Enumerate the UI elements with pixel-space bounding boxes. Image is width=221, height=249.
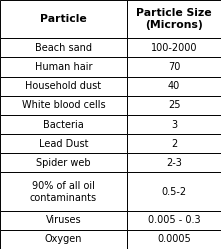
Text: 40: 40 [168, 81, 180, 91]
Text: Human hair: Human hair [35, 62, 92, 72]
Bar [127, 153, 221, 172]
Bar [0, 38, 127, 58]
Bar [127, 134, 221, 153]
Bar [127, 96, 221, 115]
Bar [127, 172, 221, 211]
Text: 25: 25 [168, 100, 180, 110]
Text: Bacteria: Bacteria [43, 120, 84, 129]
Bar [0, 153, 127, 172]
Bar [0, 134, 127, 153]
Text: 0.0005: 0.0005 [157, 234, 191, 245]
Text: Spider web: Spider web [36, 158, 91, 168]
Text: 0.5-2: 0.5-2 [162, 187, 187, 196]
Text: Viruses: Viruses [46, 215, 81, 225]
Bar [127, 58, 221, 77]
Bar [0, 0, 127, 38]
Bar [127, 77, 221, 96]
Bar [127, 115, 221, 134]
Text: 2: 2 [171, 139, 177, 149]
Text: White blood cells: White blood cells [22, 100, 105, 110]
Bar [0, 172, 127, 211]
Text: 0.005 - 0.3: 0.005 - 0.3 [148, 215, 200, 225]
Bar [127, 0, 221, 38]
Bar [0, 77, 127, 96]
Bar [127, 230, 221, 249]
Text: Beach sand: Beach sand [35, 43, 92, 53]
Text: 100-2000: 100-2000 [151, 43, 197, 53]
Text: Oxygen: Oxygen [45, 234, 82, 245]
Text: 90% of all oil
contaminants: 90% of all oil contaminants [30, 181, 97, 202]
Text: 3: 3 [171, 120, 177, 129]
Bar [0, 58, 127, 77]
Text: Household dust: Household dust [25, 81, 102, 91]
Text: 2-3: 2-3 [166, 158, 182, 168]
Bar [0, 211, 127, 230]
Text: Particle: Particle [40, 14, 87, 24]
Text: 70: 70 [168, 62, 180, 72]
Bar [0, 230, 127, 249]
Bar [0, 115, 127, 134]
Text: Lead Dust: Lead Dust [39, 139, 88, 149]
Bar [127, 211, 221, 230]
Bar [127, 38, 221, 58]
Text: Particle Size
(Microns): Particle Size (Microns) [136, 8, 212, 30]
Bar [0, 96, 127, 115]
